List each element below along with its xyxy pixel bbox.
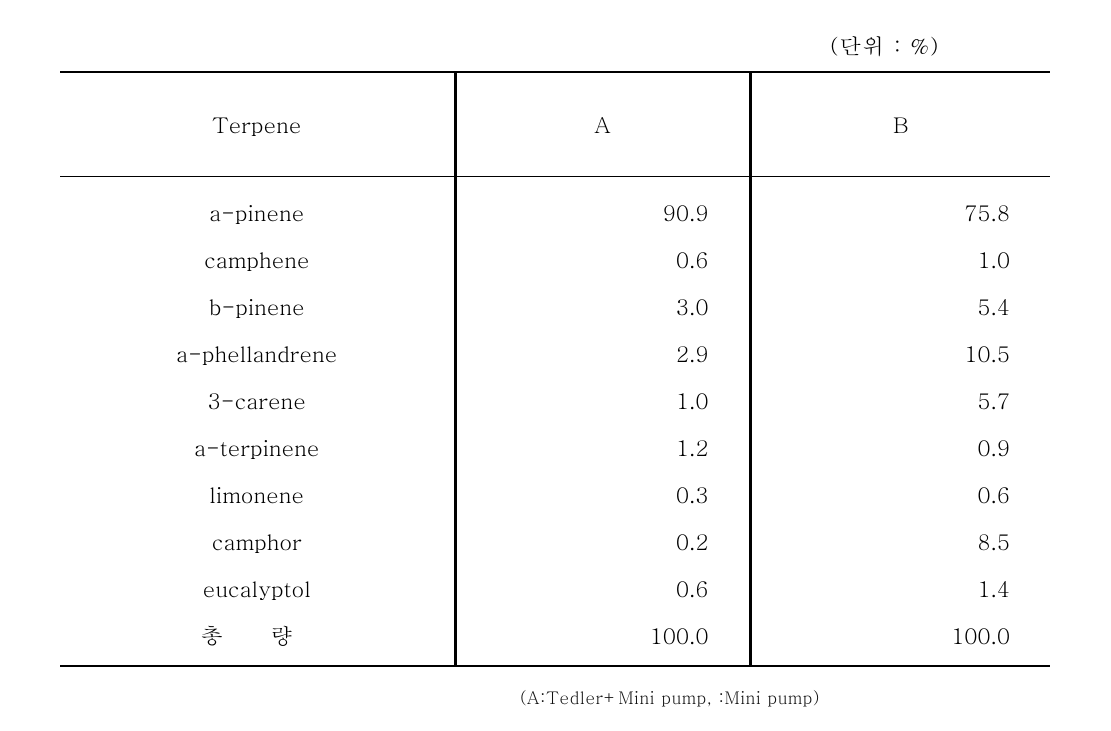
table-row: 3-carene 1.0 5.7 [60, 377, 1050, 424]
table-row: a-terpinene 1.2 0.9 [60, 424, 1050, 471]
cell-b: 0.6 [750, 471, 1050, 518]
cell-terpene: camphene [60, 236, 455, 283]
footnote: (A:Tedler+Mini pump, :Mini pump) [520, 685, 1051, 709]
unit-label: (단위 : %) [830, 30, 1051, 61]
total-label-text: 총 량 [201, 620, 312, 651]
table-row: camphor 0.2 8.5 [60, 518, 1050, 565]
cell-terpene: a-phellandrene [60, 330, 455, 377]
cell-a: 1.2 [455, 424, 750, 471]
cell-b: 10.5 [750, 330, 1050, 377]
col-header-a: A [455, 72, 750, 177]
cell-b: 8.5 [750, 518, 1050, 565]
cell-terpene: camphor [60, 518, 455, 565]
cell-a: 0.6 [455, 236, 750, 283]
table-row: a-pinene 90.9 75.8 [60, 177, 1050, 237]
cell-a: 0.3 [455, 471, 750, 518]
cell-total-label: 총 량 [60, 612, 455, 666]
cell-a: 2.9 [455, 330, 750, 377]
cell-b: 5.4 [750, 283, 1050, 330]
cell-a: 3.0 [455, 283, 750, 330]
table-row: a-phellandrene 2.9 10.5 [60, 330, 1050, 377]
cell-terpene: a-terpinene [60, 424, 455, 471]
cell-terpene: eucalyptol [60, 565, 455, 612]
terpene-table: Terpene A B a-pinene 90.9 75.8 camphene … [60, 71, 1050, 667]
cell-terpene: 3-carene [60, 377, 455, 424]
cell-terpene: b-pinene [60, 283, 455, 330]
col-header-terpene: Terpene [60, 72, 455, 177]
cell-a: 0.6 [455, 565, 750, 612]
table-header-row: Terpene A B [60, 72, 1050, 177]
cell-terpene: a-pinene [60, 177, 455, 237]
cell-total-b: 100.0 [750, 612, 1050, 666]
table-row: b-pinene 3.0 5.4 [60, 283, 1050, 330]
cell-b: 5.7 [750, 377, 1050, 424]
page: (단위 : %) Terpene A B a-pinene 90.9 75.8 … [0, 0, 1111, 709]
table-row: eucalyptol 0.6 1.4 [60, 565, 1050, 612]
table-row: camphene 0.6 1.0 [60, 236, 1050, 283]
cell-total-a: 100.0 [455, 612, 750, 666]
table-row: limonene 0.3 0.6 [60, 471, 1050, 518]
cell-b: 0.9 [750, 424, 1050, 471]
cell-terpene: limonene [60, 471, 455, 518]
cell-b: 1.0 [750, 236, 1050, 283]
cell-b: 75.8 [750, 177, 1050, 237]
cell-a: 1.0 [455, 377, 750, 424]
cell-b: 1.4 [750, 565, 1050, 612]
table-total-row: 총 량 100.0 100.0 [60, 612, 1050, 666]
cell-a: 0.2 [455, 518, 750, 565]
col-header-b: B [750, 72, 1050, 177]
cell-a: 90.9 [455, 177, 750, 237]
